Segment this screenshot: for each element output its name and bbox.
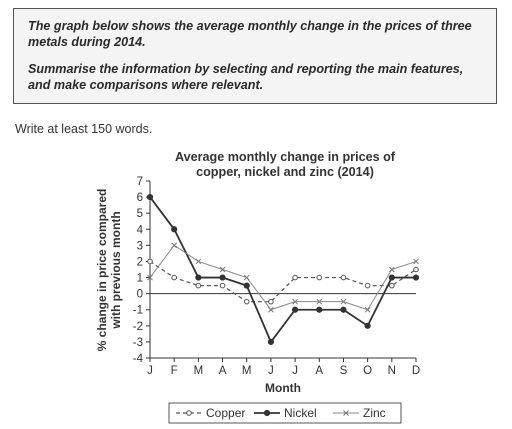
x-tick-label: A [219, 365, 227, 377]
copper-data-point [243, 298, 250, 305]
word-count-instruction: Write at least 150 words. [15, 122, 153, 136]
x-tick-label: F [171, 365, 178, 377]
nickel-data-point [267, 338, 275, 346]
copper-data-point [195, 282, 202, 289]
y-tick-label: 5 [137, 208, 143, 220]
nickel-legend-label: Nickel [284, 406, 317, 420]
zinc-data-point [268, 306, 274, 313]
x-tick-label: N [388, 365, 396, 377]
task-prompt-line-2: Summarise the information by selecting a… [28, 62, 464, 92]
task-prompt-line-1: The graph below shows the average monthl… [28, 19, 472, 49]
copper-data-point [147, 258, 153, 265]
x-tick-label: D [412, 365, 420, 377]
nickel-data-point [388, 274, 395, 281]
y-tick-label: -1 [133, 305, 143, 317]
y-tick-label: -2 [133, 321, 143, 333]
copper-data-point [340, 274, 347, 281]
nickel-data-point [316, 306, 323, 313]
y-tick-label: -3 [133, 337, 143, 349]
nickel-data-point [412, 274, 420, 281]
x-axis-title: Month [265, 381, 301, 395]
x-tick-label: M [242, 365, 252, 377]
nickel-series-line [149, 196, 416, 344]
copper-data-point [389, 282, 395, 289]
nickel-data-point [364, 322, 371, 329]
nickel-data-point [171, 226, 178, 233]
nickel-data-point [340, 306, 347, 313]
x-tick-label: J [147, 365, 153, 377]
copper-data-point [171, 274, 177, 281]
copper-legend-label: Copper [206, 406, 245, 420]
x-tick-label: J [292, 365, 298, 377]
nickel-data-point [146, 193, 154, 201]
zinc-data-point [388, 266, 395, 273]
y-tick-label: 7 [137, 176, 143, 188]
zinc-data-point [413, 258, 419, 265]
x-tick-label: O [363, 365, 372, 377]
copper-data-point [413, 266, 419, 273]
zinc-legend-label: Zinc [363, 406, 386, 420]
zinc-data-point [316, 298, 323, 305]
y-tick-label: 1 [137, 273, 143, 285]
y-tick-label: 4 [137, 224, 144, 236]
x-tick-label: A [315, 365, 323, 377]
copper-series-line [149, 260, 417, 303]
zinc-legend-marker [343, 410, 349, 416]
nickel-data-point [195, 274, 202, 281]
copper-data-point [364, 282, 371, 289]
zinc-data-point [340, 298, 347, 305]
zinc-data-point [243, 274, 250, 281]
y-tick-label: -4 [133, 353, 144, 365]
copper-data-point [268, 298, 274, 305]
zinc-data-point [364, 306, 371, 313]
y-axis-title-line-2: with previous month [109, 211, 123, 329]
copper-data-point [316, 274, 323, 281]
task-prompt-box: The graph below shows the average monthl… [13, 8, 497, 104]
chart-title-line-1: Average monthly change in prices of [175, 150, 396, 164]
zinc-data-point [292, 298, 298, 305]
y-axis-title-line-1: % change in price compared [95, 189, 109, 352]
zinc-series-line [149, 244, 417, 311]
copper-legend-marker [186, 410, 192, 416]
copper-data-point [292, 274, 298, 281]
x-tick-label: M [194, 365, 204, 377]
zinc-data-point [147, 274, 153, 281]
copper-data-point [219, 282, 226, 289]
y-tick-label: 2 [137, 256, 143, 268]
zinc-data-point [219, 266, 226, 273]
nickel-data-point [243, 282, 250, 289]
zinc-data-point [171, 242, 178, 249]
y-tick-label: 6 [137, 192, 143, 204]
zinc-data-point [195, 258, 202, 265]
y-tick-label: 3 [137, 240, 143, 252]
chart-title-line-2: copper, nickel and zinc (2014) [196, 165, 374, 179]
legend-box [168, 402, 402, 424]
x-tick-label: S [340, 365, 348, 377]
nickel-data-point [219, 274, 226, 281]
x-tick-label: J [268, 365, 274, 377]
nickel-legend-marker [263, 409, 271, 417]
nickel-data-point [291, 306, 299, 313]
y-tick-label: 0 [137, 289, 143, 301]
